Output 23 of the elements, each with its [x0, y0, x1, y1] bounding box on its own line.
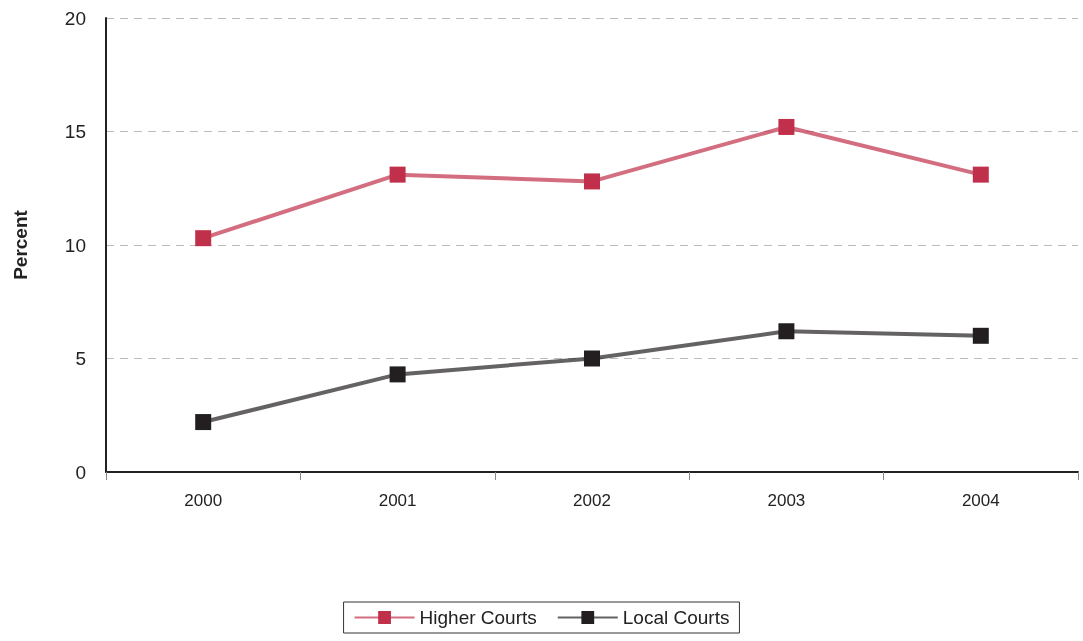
point: [584, 350, 600, 367]
point: [195, 230, 212, 247]
legend-label: Higher Courts: [419, 607, 537, 628]
x-tick-label: 2000: [184, 491, 223, 510]
x-tick-label: 2002: [573, 491, 611, 510]
y-tick-label: 0: [75, 461, 86, 483]
x-tick-label: 2003: [767, 491, 806, 510]
x-tick-label: 2004: [961, 491, 1000, 510]
point: [389, 166, 406, 183]
x-tick-label: 2001: [378, 491, 417, 510]
y-tick-label: 20: [64, 7, 86, 29]
point: [778, 118, 795, 135]
y-tick-label: 5: [75, 348, 86, 369]
point: [972, 327, 989, 344]
y-tick-label: 10: [64, 234, 86, 256]
y-axis-title: Percent: [10, 209, 31, 280]
y-tick-label: 15: [64, 121, 86, 142]
point: [584, 173, 600, 190]
point: [778, 323, 795, 340]
point: [972, 166, 989, 183]
point: [389, 366, 406, 383]
point: [195, 414, 212, 431]
legend-label: Local Courts: [622, 607, 730, 628]
